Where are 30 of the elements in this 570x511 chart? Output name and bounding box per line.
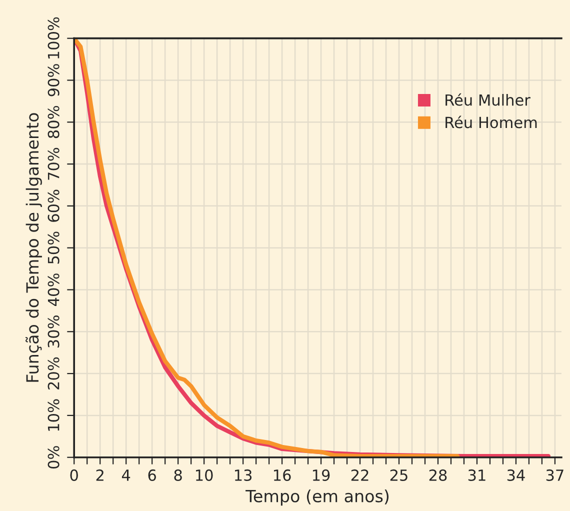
x-tick-label: 19 — [312, 469, 330, 481]
y-tick-label: 50% — [48, 232, 60, 264]
y-axis-title: Função do Tempo de julgamento — [26, 113, 42, 382]
y-tick-label: 100% — [48, 17, 60, 58]
y-tick-label: 20% — [48, 357, 60, 390]
legend-label: Réu Mulher — [446, 93, 530, 106]
x-tick-label: 6 — [148, 469, 156, 481]
x-axis-title: Tempo (em anos) — [246, 490, 389, 506]
y-tick-label: 80% — [48, 106, 60, 138]
x-tick-label: 16 — [274, 469, 291, 481]
x-tick-label: 22 — [351, 469, 368, 481]
legend-label: Réu Homem — [446, 116, 537, 128]
y-tick-label: 10% — [48, 399, 60, 431]
x-tick-label: 28 — [429, 469, 447, 481]
y-tick-label: 60% — [48, 190, 60, 222]
y-tick-label: 30% — [48, 316, 60, 348]
y-tick-label: 0% — [48, 446, 60, 468]
x-tick-label: 37 — [546, 469, 564, 481]
x-tick-label: 34 — [507, 469, 525, 481]
y-tick-label: 40% — [48, 274, 60, 306]
x-tick-label: 10 — [196, 469, 213, 481]
x-tick-label: 13 — [235, 469, 252, 481]
x-tick-label: 31 — [468, 469, 486, 481]
x-tick-label: 2 — [96, 469, 104, 481]
x-tick-label: 8 — [174, 469, 182, 481]
x-tick-label: 0 — [70, 469, 78, 481]
x-tick-label: 4 — [122, 470, 130, 481]
y-tick-label: 70% — [48, 148, 60, 180]
x-tick-label: 25 — [390, 469, 408, 481]
y-tick-label: 90% — [48, 64, 60, 96]
